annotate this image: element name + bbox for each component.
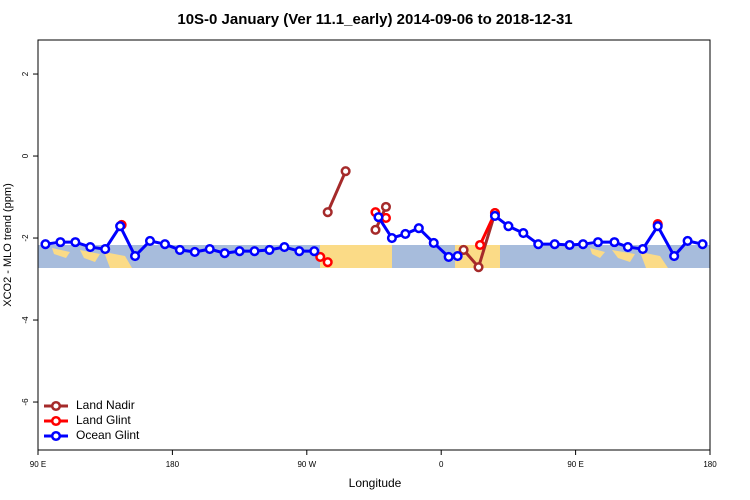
data-point [315, 251, 326, 262]
data-point [380, 201, 391, 212]
data-point [386, 232, 397, 244]
data-point [309, 246, 320, 257]
x-tick-label: 90 E [30, 460, 46, 469]
data-point [443, 251, 454, 262]
data-point [474, 239, 486, 251]
data-point [279, 242, 290, 253]
data-point [622, 242, 633, 253]
data-point [413, 223, 424, 234]
data-point [578, 239, 589, 250]
data-point [370, 224, 381, 235]
data-point [452, 251, 463, 262]
legend-marker [50, 400, 62, 412]
data-point [130, 251, 141, 262]
data-point [322, 257, 333, 268]
data-point [518, 228, 529, 239]
data-point [697, 239, 708, 250]
data-point [652, 221, 663, 232]
chart-title: 10S-0 January (Ver 11.1_early) 2014-09-0… [177, 11, 572, 28]
y-tick-label: -6 [21, 398, 30, 406]
y-tick-label: 2 [21, 71, 30, 76]
data-point [159, 239, 170, 250]
data-point [549, 239, 560, 250]
data-point [489, 210, 501, 221]
data-point [592, 237, 604, 248]
data-point [503, 221, 514, 232]
data-point [234, 246, 245, 257]
data-point [609, 237, 620, 248]
legend-label: Land Nadir [76, 398, 135, 412]
data-point [458, 244, 469, 255]
data-point [55, 237, 66, 248]
plot-frame [37, 39, 711, 451]
data-point [473, 262, 484, 273]
data-point [340, 166, 351, 177]
data-point [85, 242, 96, 253]
data-point [669, 251, 680, 262]
data-point [637, 244, 648, 255]
data-point [564, 239, 575, 251]
data-point [174, 244, 185, 255]
data-point [100, 244, 111, 255]
x-tick-label: 90 E [567, 460, 583, 469]
data-point [322, 207, 333, 218]
data-point [428, 237, 439, 248]
data-point [533, 239, 544, 250]
x-tick-label: 90 W [297, 460, 316, 469]
data-point [70, 237, 81, 248]
y-tick-label: -4 [21, 316, 30, 324]
data-point [294, 246, 305, 257]
data-point [204, 244, 215, 255]
data-point [249, 246, 260, 257]
x-tick-label: 0 [439, 460, 444, 469]
y-tick-label: -2 [21, 234, 30, 242]
data-point [115, 221, 126, 232]
legend-marker [50, 430, 62, 442]
legend-marker [50, 415, 62, 427]
legend-label: Land Glint [76, 413, 131, 427]
x-axis-label: Longitude [349, 476, 402, 490]
y-axis-label: XCO2 - MLO trend (ppm) [2, 183, 14, 306]
legend-label: Ocean Glint [76, 428, 140, 442]
data-point [144, 235, 156, 246]
data-point [682, 235, 693, 246]
x-tick-label: 180 [703, 460, 717, 469]
x-tick-label: 180 [166, 460, 180, 469]
data-point [40, 239, 51, 250]
data-point [400, 228, 411, 239]
data-point [189, 246, 200, 258]
data-point [219, 248, 230, 259]
y-tick-label: 0 [21, 153, 30, 158]
data-point [373, 212, 384, 223]
data-point [264, 244, 275, 255]
